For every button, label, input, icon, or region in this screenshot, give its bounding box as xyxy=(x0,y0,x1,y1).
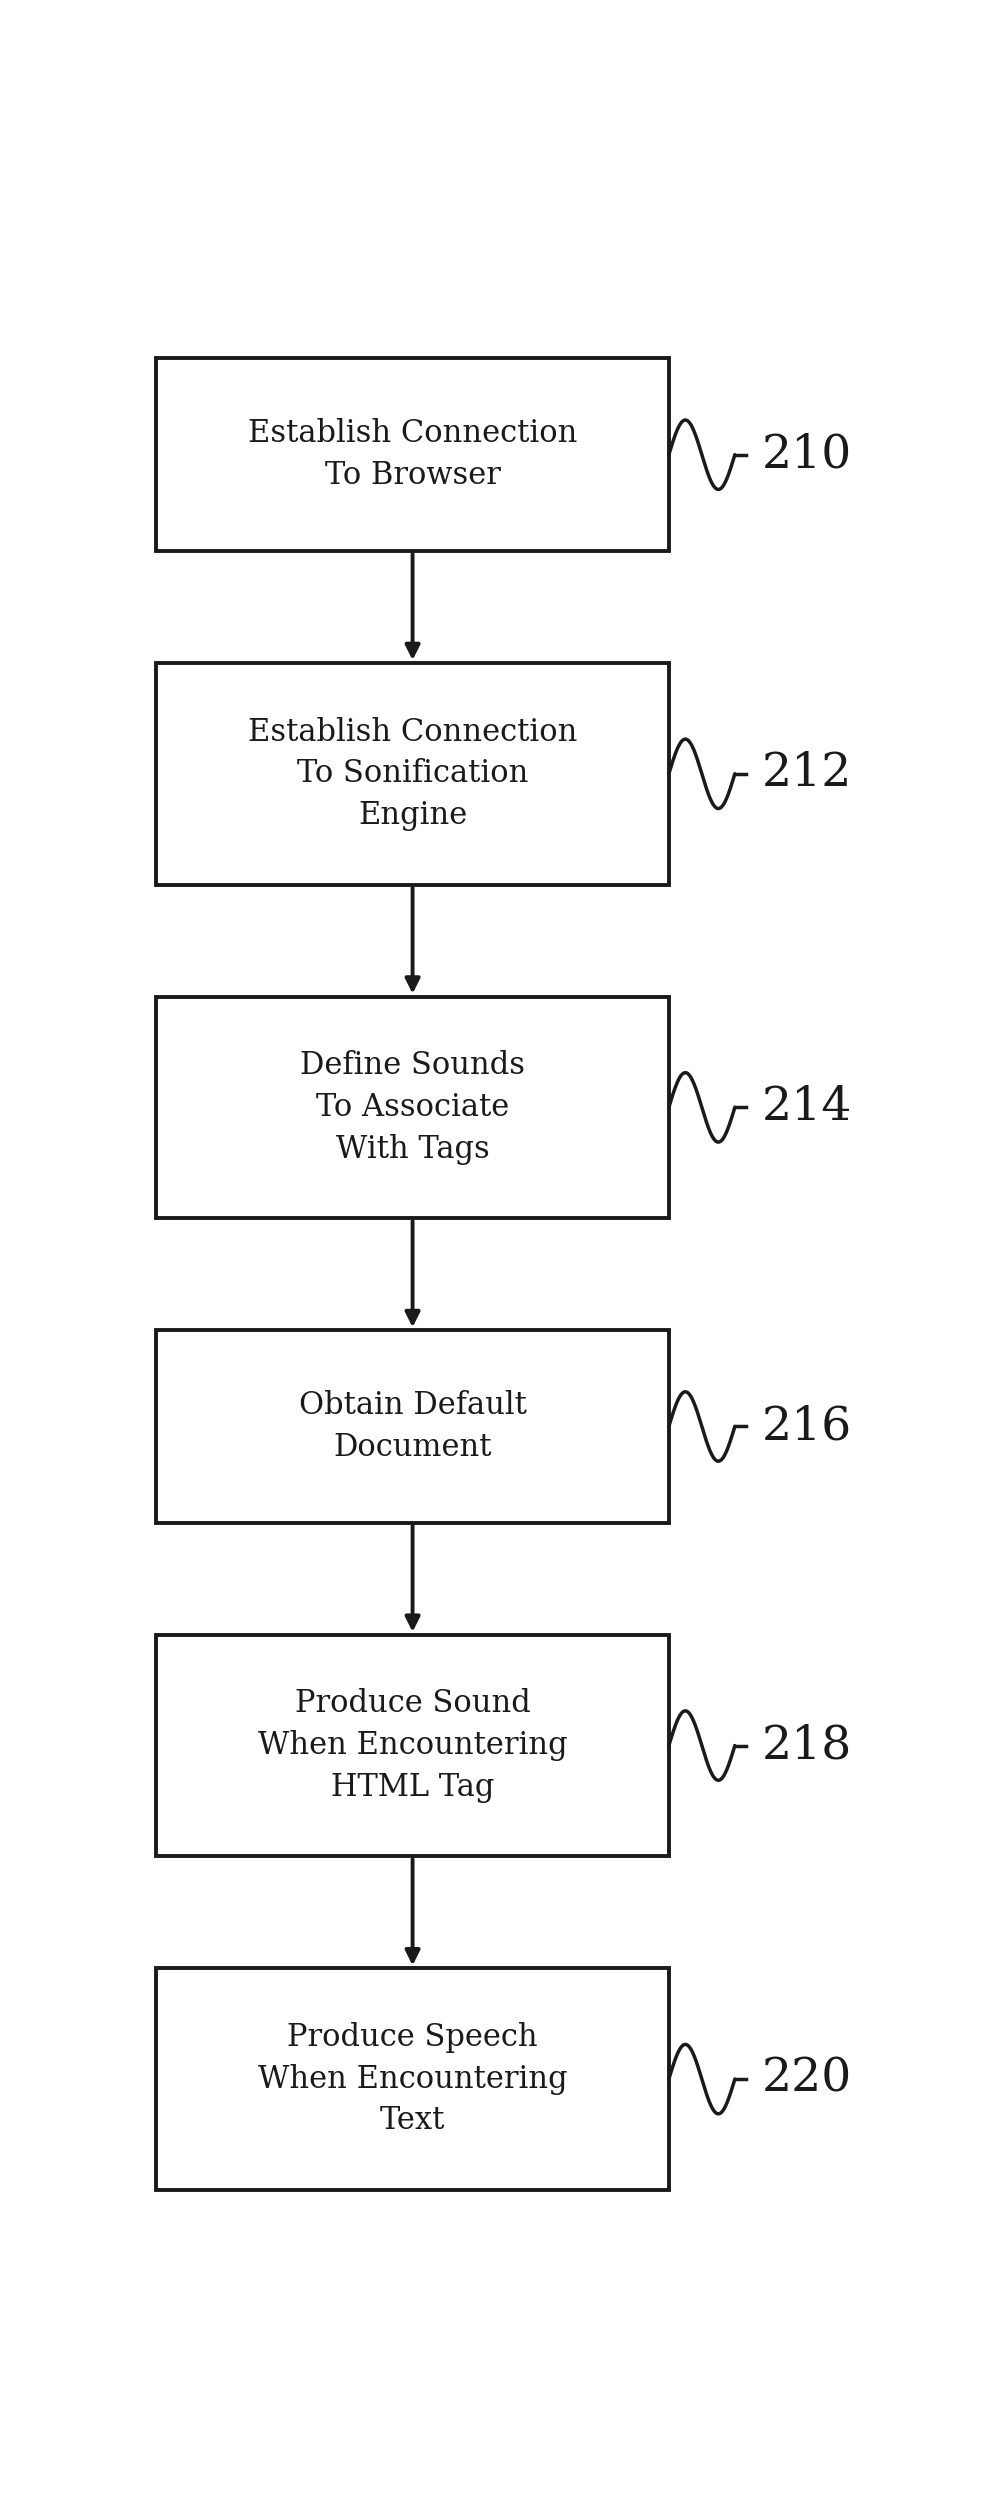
FancyBboxPatch shape xyxy=(156,358,669,551)
Text: Produce Speech
When Encountering
Text: Produce Speech When Encountering Text xyxy=(258,2021,567,2136)
Text: Define Sounds
To Associate
With Tags: Define Sounds To Associate With Tags xyxy=(300,1049,525,1164)
Text: Establish Connection
To Browser: Establish Connection To Browser xyxy=(247,418,577,491)
FancyBboxPatch shape xyxy=(156,664,669,884)
Text: 216: 216 xyxy=(762,1405,853,1450)
Text: 214: 214 xyxy=(762,1084,853,1129)
FancyBboxPatch shape xyxy=(156,997,669,1219)
Text: Establish Connection
To Sonification
Engine: Establish Connection To Sonification Eng… xyxy=(247,716,577,831)
Text: 218: 218 xyxy=(762,1723,853,1768)
FancyBboxPatch shape xyxy=(156,1968,669,2191)
Text: 212: 212 xyxy=(762,751,853,796)
Text: 220: 220 xyxy=(762,2056,853,2101)
Text: 210: 210 xyxy=(762,433,853,478)
Text: Obtain Default
Document: Obtain Default Document xyxy=(299,1390,526,1462)
Text: Produce Sound
When Encountering
HTML Tag: Produce Sound When Encountering HTML Tag xyxy=(258,1688,567,1803)
FancyBboxPatch shape xyxy=(156,1330,669,1522)
FancyBboxPatch shape xyxy=(156,1635,669,1855)
